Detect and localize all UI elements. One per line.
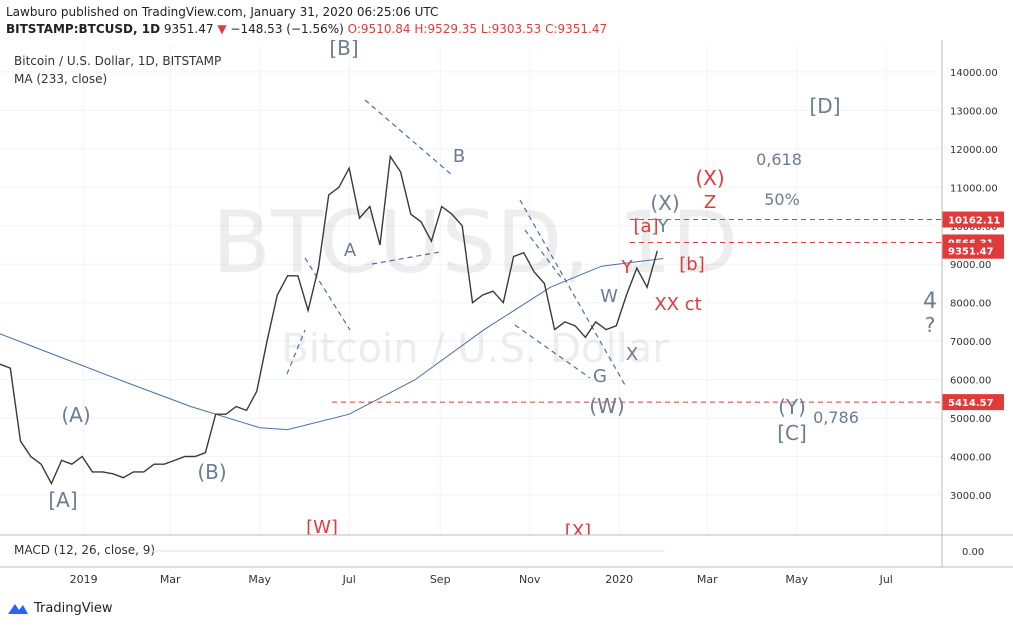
wave-label: XX ct [654,294,701,315]
last-price-label: 9351.47 [948,247,994,258]
wave-label: (W) [589,394,624,418]
macd-title: MACD (12, 26, close, 9) [14,543,155,557]
trend-line [364,99,453,176]
trend-line [514,324,591,379]
publisher: Lawburo published on TradingView.com, Ja… [6,5,439,19]
level-tag [942,394,1004,411]
ma-line [0,258,664,431]
axes: 3000.00 4000.00 5000.00 6000.00 7000.00 8000.… [70,40,1004,586]
y-tick-label: 14000.00 [950,68,998,79]
wave-label: Y [621,257,634,278]
y-tick-label: 5000.00 [950,414,991,425]
close: C:9351.47 [545,22,608,36]
last-price-tag [942,242,1004,259]
wave-label: (X) [650,191,679,215]
price-line [0,154,658,486]
wave-label: 0,618 [756,150,802,169]
y-tick-label: 11000.00 [950,183,998,194]
brand: TradingView [34,600,113,616]
wave-label: A [344,240,357,261]
change: −148.53 (−1.56%) [230,22,344,36]
wave-label: Z [704,192,716,213]
wave-label: (B) [197,460,226,484]
x-tick-label: Sep [430,573,451,586]
x-tick-label: 2020 [605,573,633,586]
background [0,40,1013,592]
x-tick-label: Mar [697,573,718,586]
y-tick-label: 4000.00 [950,453,991,464]
x-tick-label: Jul [879,573,893,586]
quote-line: BITSTAMP:BTCUSD, 1D 9351.47 ▼ −148.53 (−… [6,21,607,38]
x-tick-label: May [785,573,808,586]
wave-label: [C] [777,421,807,445]
wave-label: [D] [809,94,840,118]
trend-line [286,329,306,375]
level-tag [942,211,1004,228]
symbol: BITSTAMP:BTCUSD, 1D [6,22,161,36]
y-tick-label: 3000.00 [950,491,991,502]
y-tick-label: 13000.00 [950,106,998,117]
wave-label: [A] [48,488,77,512]
arrow: ▼ [217,22,227,36]
wave-label: 50% [764,190,800,209]
macd-pane: MACD (12, 26, close, 9) [0,534,1013,568]
wave-label: [W] [306,517,338,538]
wave-label: Y [657,216,670,237]
legend-title: Bitcoin / U.S. Dollar, 1D, BITSTAMP [14,54,221,68]
wave-label: G [593,366,607,387]
x-tick-label: 2019 [70,573,98,586]
x-tick-label: Nov [519,573,541,586]
open: O:9510.84 [347,22,411,36]
trend-line [371,251,441,265]
high: H:9529.35 [414,22,478,36]
x-tick-label: May [248,573,271,586]
x-tick-label: Jul [342,573,356,586]
wave-label: (X) [695,166,724,190]
watermark-sub: Bitcoin / U.S. Dollar [281,326,669,372]
wave-label: [a] [633,216,658,237]
x-tick-label: Mar [160,573,181,586]
footer: TradingView [6,600,113,616]
y-tick-label: 6000.00 [950,376,991,387]
wave-label: 4 [923,289,937,314]
y-tick-label: 12000.00 [950,145,998,156]
level-label: 10162.11 [948,216,1001,227]
trend-line [524,229,564,281]
wave-label: 0,786 [813,408,859,427]
macd-tick-label: 0.00 [962,547,984,558]
wave-label: [B] [329,40,358,60]
wave-label: ? [925,313,936,337]
legend-ma: MA (233, close) [14,72,107,86]
header: Lawburo published on TradingView.com, Ja… [6,4,607,38]
level-label: 5414.57 [948,398,994,409]
last: 9351.47 [163,22,214,36]
y-tick-label: 7000.00 [950,337,991,348]
wave-label: B [453,146,465,167]
wave-label: W [600,286,618,307]
y-tick-label: 9000.00 [950,260,991,271]
wave-label: X [626,344,638,365]
logo [8,604,28,614]
y-tick-label: 8000.00 [950,299,991,310]
wave-label: (A) [61,403,90,427]
wave-label: (Y) [778,395,806,419]
wave-label: [b] [679,254,704,275]
low: L:9303.53 [480,22,542,36]
